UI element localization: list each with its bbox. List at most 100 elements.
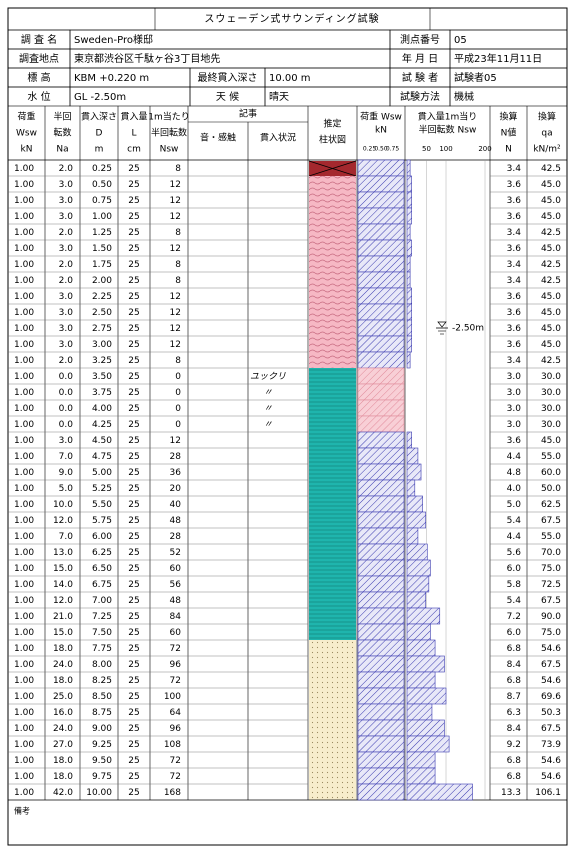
- cell-wsw: 1.00: [14, 772, 34, 782]
- cell-depth: 0.50: [92, 180, 112, 190]
- column-header: 荷重: [17, 111, 35, 123]
- cell-qa: 54.6: [541, 676, 561, 686]
- cell-qa: 70.0: [541, 548, 561, 558]
- cell-na: 18.0: [53, 756, 73, 766]
- cell-depth: 0.75: [92, 196, 112, 206]
- cell-l: 25: [128, 324, 139, 334]
- column-header: kN: [21, 145, 33, 155]
- cell-wsw: 1.00: [14, 692, 34, 702]
- cell-na: 5.0: [59, 484, 74, 494]
- header-value: 試験者05: [454, 71, 497, 84]
- nsw-bar: [406, 351, 411, 369]
- wsw-bar: [357, 655, 405, 673]
- header-label: 水 位: [27, 90, 50, 103]
- cell-nsw: 28: [170, 532, 182, 542]
- cell-wsw: 1.00: [14, 164, 34, 174]
- column-header: D: [96, 129, 103, 139]
- nsw-bar: [406, 735, 450, 753]
- cell-na: 3.0: [59, 436, 74, 446]
- cell-qa: 42.5: [541, 276, 561, 286]
- x-tick-label: 0.50: [374, 146, 388, 153]
- nsw-bar: [406, 335, 412, 353]
- column-header: 換算: [499, 111, 517, 123]
- cell-n: 3.4: [507, 164, 522, 174]
- cell-wsw: 1.00: [14, 356, 34, 366]
- cell-nsw: 60: [170, 564, 182, 574]
- header-value: Sweden-Pro様邸: [74, 33, 153, 46]
- cell-status: 〃: [263, 388, 272, 398]
- cell-nsw: 8: [175, 228, 181, 238]
- cell-depth: 1.50: [92, 244, 112, 254]
- cell-n: 5.8: [507, 580, 522, 590]
- wsw-bar: [357, 639, 405, 657]
- wsw-bar: [357, 751, 405, 769]
- cell-na: 18.0: [53, 644, 73, 654]
- cell-l: 25: [128, 420, 139, 430]
- cell-n: 3.6: [507, 324, 522, 334]
- cell-qa: 54.6: [541, 644, 561, 654]
- nsw-bar: [406, 719, 445, 737]
- cell-depth: 9.75: [92, 772, 112, 782]
- wsw-bar: [357, 495, 405, 513]
- nsw-bar: [406, 607, 441, 625]
- cell-l: 25: [128, 516, 139, 526]
- cell-n: 3.4: [507, 276, 522, 286]
- cell-nsw: 48: [170, 596, 182, 606]
- wsw-bar: [357, 351, 405, 369]
- cell-l: 25: [128, 292, 139, 302]
- cell-wsw: 1.00: [14, 180, 34, 190]
- cell-wsw: 1.00: [14, 276, 34, 286]
- cell-l: 25: [128, 708, 139, 718]
- nsw-bar: [406, 431, 412, 449]
- cell-n: 4.4: [507, 452, 522, 462]
- wsw-bar: [357, 303, 405, 321]
- cell-wsw: 1.00: [14, 292, 34, 302]
- cell-nsw: 12: [170, 180, 181, 190]
- wsw-bar: [357, 735, 405, 753]
- cell-depth: 7.00: [92, 596, 112, 606]
- column-header: qa: [541, 129, 552, 139]
- cell-n: 3.0: [507, 420, 522, 430]
- cell-qa: 30.0: [541, 372, 561, 382]
- cell-nsw: 8: [175, 164, 181, 174]
- cell-qa: 67.5: [541, 660, 561, 670]
- cell-nsw: 52: [170, 548, 181, 558]
- nsw-bar: [406, 287, 412, 305]
- cell-na: 2.0: [59, 276, 74, 286]
- x-tick-label: 50: [422, 145, 431, 153]
- nsw-bar: [406, 223, 411, 241]
- water-level-label: -2.50m: [452, 324, 484, 334]
- cell-na: 2.0: [59, 228, 74, 238]
- cell-status: 〃: [263, 420, 272, 430]
- column-header: m: [95, 145, 104, 155]
- nsw-bar: [406, 783, 473, 801]
- header-value: KBM +0.220 m: [74, 73, 149, 84]
- cell-qa: 45.0: [541, 196, 561, 206]
- cell-n: 3.6: [507, 212, 522, 222]
- column-header: 1m当たり: [148, 111, 190, 123]
- nsw-bar: [406, 559, 431, 577]
- header-value: 平成23年11月11日: [454, 52, 542, 65]
- cell-na: 2.0: [59, 164, 74, 174]
- wsw-bar: [357, 191, 405, 209]
- cell-n: 5.0: [507, 500, 522, 510]
- cell-nsw: 64: [170, 708, 182, 718]
- cell-qa: 45.0: [541, 180, 561, 190]
- cell-wsw: 1.00: [14, 532, 34, 542]
- cell-qa: 106.1: [535, 788, 561, 798]
- cell-l: 25: [128, 372, 139, 382]
- cell-na: 21.0: [53, 612, 73, 622]
- cell-qa: 45.0: [541, 340, 561, 350]
- cell-n: 4.4: [507, 532, 522, 542]
- cell-wsw: 1.00: [14, 516, 34, 526]
- column-header: 貫入量1m当り: [418, 111, 478, 123]
- cell-na: 16.0: [53, 708, 73, 718]
- cell-wsw: 1.00: [14, 580, 34, 590]
- wsw-bar: [357, 591, 405, 609]
- column-header: cm: [127, 145, 141, 155]
- cell-qa: 67.5: [541, 516, 561, 526]
- cell-l: 25: [128, 612, 139, 622]
- cell-depth: 2.50: [92, 308, 112, 318]
- cell-nsw: 12: [170, 196, 181, 206]
